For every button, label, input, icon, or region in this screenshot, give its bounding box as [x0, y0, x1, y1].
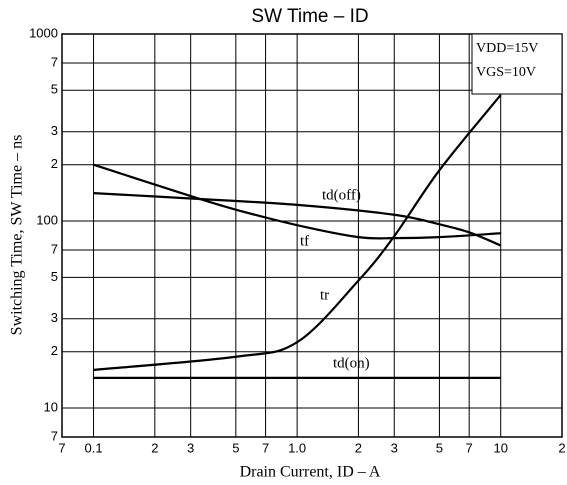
series-line	[93, 163, 501, 240]
series-label: td(on)	[333, 355, 370, 371]
x-tick-label: 7	[262, 440, 269, 455]
y-tick-label: 2	[51, 156, 58, 171]
x-tick-label: 5	[436, 440, 443, 455]
series-line	[93, 192, 502, 247]
x-tick-label: 3	[187, 440, 194, 455]
series-label: tf	[300, 233, 309, 249]
x-axis-label: Drain Current, ID – A	[240, 464, 381, 481]
x-tick-label: 7	[58, 440, 65, 455]
x-tick-label: 2	[355, 440, 362, 455]
annotation-box	[471, 33, 563, 95]
x-tick-label: 2	[151, 440, 158, 455]
x-tick-label: 1.0	[288, 440, 306, 455]
annotation: VGS=10V	[476, 65, 536, 80]
y-axis-label: Switching Time, SW Time – ns	[9, 135, 26, 336]
y-tick-label: 3	[51, 123, 58, 138]
y-tick-label: 10	[44, 399, 58, 414]
x-tick-label: 10	[493, 440, 507, 455]
annotation: VDD=15V	[476, 41, 538, 56]
y-tick-label: 2	[51, 343, 58, 358]
y-tick-label: 100	[36, 212, 58, 227]
x-tick-label: 2	[558, 440, 565, 455]
x-tick-label: 7	[466, 440, 473, 455]
series-label: td(off)	[322, 187, 361, 203]
y-tick-label: 7	[51, 241, 58, 256]
x-tick-label: 3	[391, 440, 398, 455]
series-line	[93, 94, 502, 371]
y-tick-label: 5	[51, 269, 58, 284]
chart-title: SW Time – ID	[251, 6, 368, 27]
x-tick-label: 0.1	[84, 440, 102, 455]
x-tick-label: 5	[232, 440, 239, 455]
y-tick-label: 5	[51, 82, 58, 97]
y-tick-label: 7	[51, 428, 58, 443]
y-tick-label: 7	[51, 54, 58, 69]
y-tick-label: 1000	[29, 25, 58, 40]
series-label: tr	[320, 287, 329, 303]
y-tick-label: 3	[51, 310, 58, 325]
